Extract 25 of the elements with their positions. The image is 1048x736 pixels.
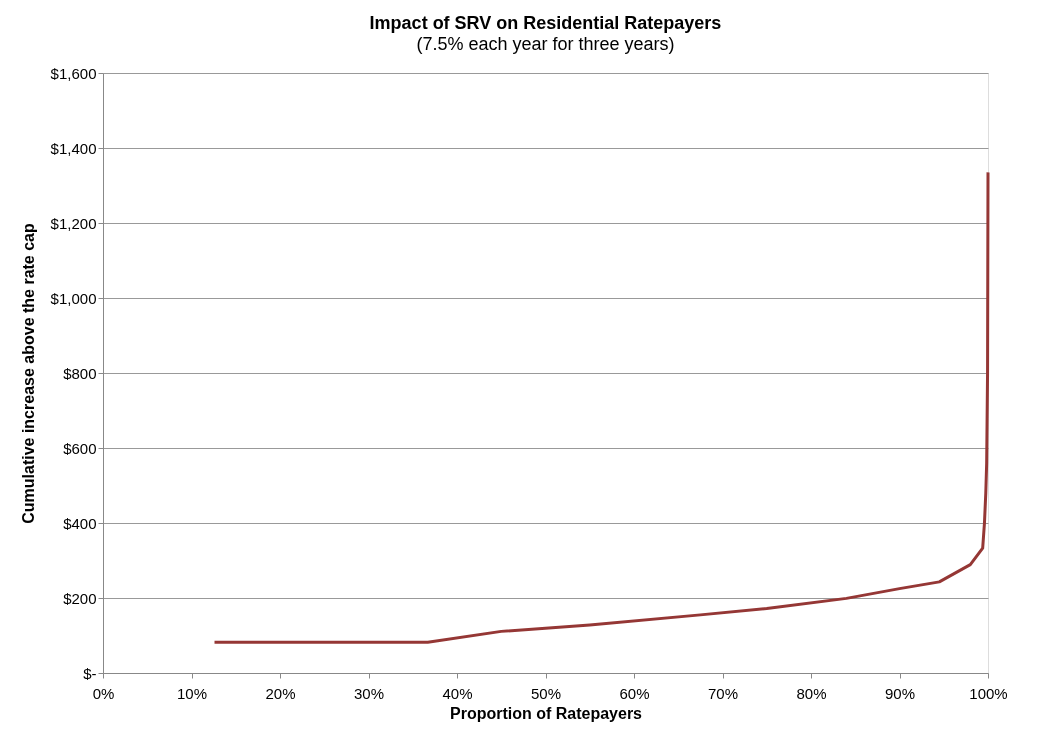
x-tick-label: 40% (442, 684, 473, 702)
x-axis-title: Proportion of Ratepayers (449, 704, 643, 722)
y-tick-label: $1,600 (50, 64, 97, 82)
y-tick-label: $1,000 (50, 289, 97, 307)
x-tick-label: 90% (884, 684, 916, 702)
y-tick-label: $200 (63, 589, 97, 607)
y-tick-label: $1,200 (50, 214, 97, 232)
x-tick-label: 70% (707, 684, 739, 702)
x-tick-label: 50% (530, 684, 562, 702)
y-tick-label: $- (83, 664, 97, 682)
chart-subtitle: (7.5% each year for three years) (416, 34, 675, 54)
y-tick-label: $600 (63, 439, 97, 457)
x-tick-label: 0% (92, 684, 115, 702)
x-tick-label: 30% (353, 684, 385, 702)
y-tick-label: $400 (63, 514, 97, 532)
line-series (213, 170, 990, 644)
chart-title: Impact of SRV on Residential Ratepayers (369, 13, 722, 33)
y-axis-title: Cumulative increase above the rate cap (19, 222, 37, 524)
x-tick-label: 10% (176, 684, 208, 702)
x-tick-label: 80% (796, 684, 827, 702)
y-tick-label: $1,400 (50, 139, 97, 157)
y-tick-label: $800 (63, 364, 97, 382)
x-tick-label: 100% (969, 684, 1008, 702)
x-tick-label: 20% (265, 684, 296, 702)
x-tick-label: 60% (619, 684, 650, 702)
